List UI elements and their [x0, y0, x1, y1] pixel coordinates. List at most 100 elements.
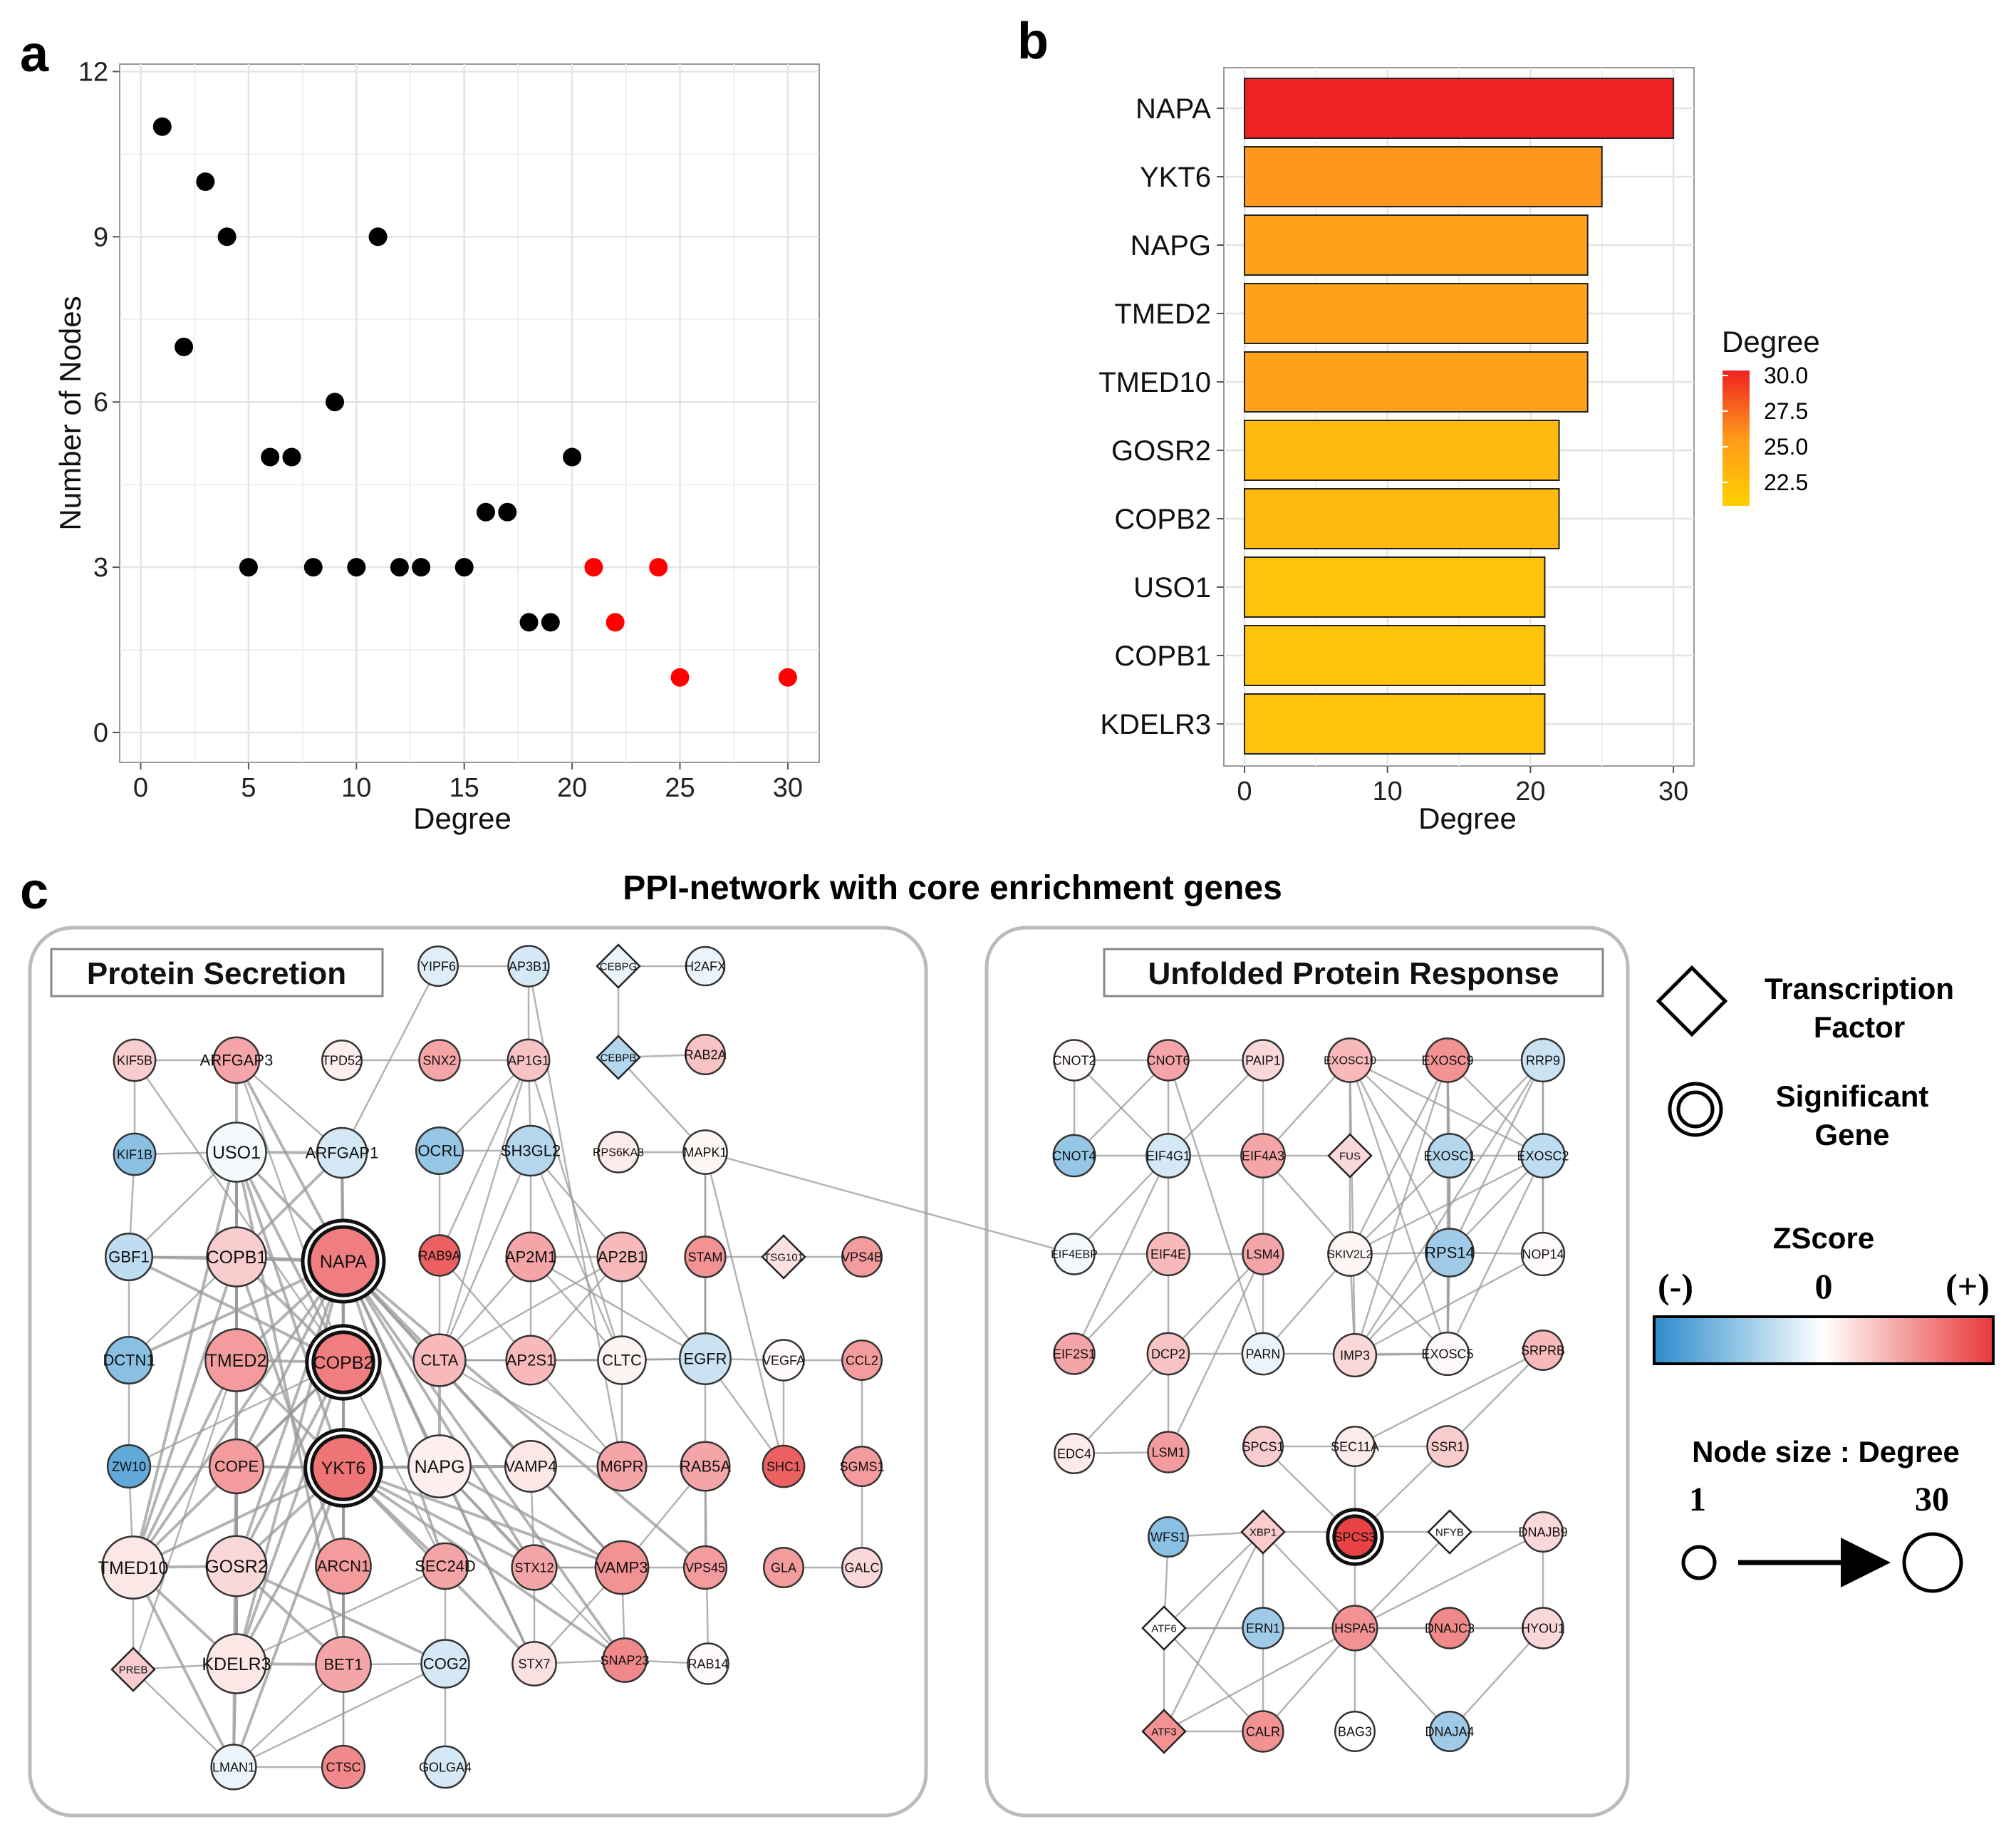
node-shape-MAPK1	[682, 1129, 728, 1175]
node-label-NFYB: NFYB	[1435, 1526, 1464, 1538]
node-label-LSM4: LSM4	[1246, 1247, 1279, 1261]
node-label-CTSC: CTSC	[326, 1760, 361, 1774]
edge-SHC1-MAPK1	[704, 1151, 785, 1467]
node-shape-RPS14	[1425, 1228, 1475, 1278]
node-label-CALR: CALR	[1246, 1724, 1280, 1739]
edge-YKT6-USO1	[235, 1151, 345, 1468]
panel-a-plot-area	[119, 63, 820, 763]
scatter-point-other	[519, 613, 539, 632]
edge-SEC24D-KDELR3	[236, 1565, 446, 1665]
node-shape-STX12	[511, 1544, 558, 1591]
node-shape-EGFR	[679, 1332, 732, 1385]
tf-legend-label: Transcription Factor	[1765, 972, 1954, 1044]
node-shape-XBP1	[1240, 1509, 1286, 1555]
node-EIF4A3: EIF4A3	[1240, 1133, 1286, 1178]
node-label-DCP2: DCP2	[1151, 1347, 1185, 1361]
node-VPS4B: VPS4B	[841, 1236, 883, 1278]
node-KIF1B: KIF1B	[113, 1132, 157, 1176]
edge-COG2-LMAN1	[233, 1662, 446, 1768]
node-shape-EIF4EBP	[1053, 1233, 1096, 1275]
y-tick-label: 12	[78, 57, 108, 87]
edge-COPB1-ARCN1	[235, 1256, 345, 1567]
edge-HSPA5-DNAJB9	[1354, 1530, 1544, 1630]
edge-EIF2S1-EIF4G1	[1073, 1155, 1170, 1354]
node-label-ARCN1: ARCN1	[317, 1558, 370, 1575]
node-shape-RAB9A	[418, 1234, 461, 1277]
node-label-BAG3: BAG3	[1338, 1724, 1372, 1739]
node-shape-KIF1B	[113, 1132, 157, 1176]
node-shape-OCRL	[415, 1126, 464, 1176]
edge-NAPA-VPS45	[342, 1260, 707, 1569]
node-shape-WFS1	[1148, 1516, 1189, 1558]
node-shape-LSM1	[1147, 1431, 1190, 1473]
panel-b-label: b	[1017, 13, 1049, 70]
node-shape-AP3B1	[507, 945, 550, 988]
node-label-EIF2S1: EIF2S1	[1053, 1347, 1096, 1361]
node-GLA: GLA	[763, 1547, 804, 1588]
y-tick-label: 0	[93, 718, 108, 748]
node-label-EIF4G1: EIF4G1	[1146, 1149, 1190, 1163]
scatter-point-other	[152, 117, 172, 136]
node-shape-COPE	[208, 1438, 265, 1495]
node-PARN: PARN	[1241, 1332, 1285, 1376]
edge-CLTC-SH3GL2	[529, 1150, 623, 1361]
node-shape-PARN	[1241, 1332, 1285, 1376]
panel-b-x-title: Degree	[1418, 802, 1517, 835]
scatter-point-other	[282, 447, 301, 467]
node-label-AP2B1: AP2B1	[598, 1248, 647, 1266]
node-label-TMED10: TMED10	[98, 1558, 169, 1578]
node-label-IMP3: IMP3	[1340, 1348, 1370, 1362]
node-shape-CLTC	[597, 1335, 647, 1385]
node-AP1G1: AP1G1	[506, 1038, 551, 1082]
node-OCRL: OCRL	[415, 1126, 464, 1176]
node-shape-CTSC	[321, 1744, 366, 1790]
node-PREB: PREB	[110, 1647, 156, 1692]
node-shape-SHC1	[762, 1444, 806, 1488]
node-NAPA: NAPA	[301, 1218, 386, 1304]
node-shape-TPD52	[321, 1040, 363, 1081]
scatter-point-other	[326, 393, 345, 412]
zscore-zero: 0	[1815, 1266, 1833, 1306]
node-SNAP23: SNAP23	[600, 1637, 650, 1683]
sig-legend-label: Significant Gene	[1776, 1079, 1929, 1151]
edge-EIF4E-EIF2S1	[1074, 1253, 1169, 1354]
panel-a-y-title: Number of Nodes	[53, 296, 87, 530]
edge-DCP2-EDC4	[1074, 1353, 1169, 1454]
edge-SRPRB-SSR1	[1447, 1350, 1544, 1447]
scatter-point-top	[778, 668, 797, 687]
node-shape-IMP3	[1332, 1332, 1378, 1378]
node-shape-ARFGAP3	[212, 1036, 261, 1084]
node-GALC: GALC	[841, 1547, 883, 1588]
x-tick-label: 30	[773, 773, 803, 803]
node-label-LMAN1: LMAN1	[212, 1760, 255, 1774]
bar-label-TMED10: TMED10	[1098, 367, 1211, 398]
scatter-point-other	[541, 613, 560, 632]
bar-YKT6	[1244, 146, 1603, 207]
edge-HSPA5-DNAJA4	[1354, 1627, 1450, 1732]
y-tick-label: 6	[93, 388, 108, 418]
node-shape-PREB	[110, 1647, 156, 1692]
edge-CLTA-AP1G1	[438, 1060, 530, 1361]
node-shape-EXOSC2	[1520, 1133, 1566, 1178]
scatter-point-other	[217, 227, 237, 247]
node-YKT6: YKT6	[303, 1428, 383, 1508]
node-shape-DNAJB9	[1522, 1511, 1564, 1553]
node-LMAN1: LMAN1	[210, 1744, 257, 1791]
node-AP2S1: AP2S1	[505, 1335, 556, 1386]
node-EDC4: EDC4	[1054, 1433, 1095, 1474]
edge-EXOSC9-SKIV2L2	[1349, 1060, 1449, 1255]
edge-EXOSC10-IMP3	[1349, 1060, 1356, 1356]
panel-a-x-title: Degree	[413, 802, 511, 835]
edge-MAPK1-EIF4EBP	[705, 1151, 1075, 1255]
node-EXOSC2: EXOSC2	[1517, 1133, 1569, 1178]
node-shape-SGMS1	[841, 1446, 883, 1487]
size-legend-title: Node size : Degree	[1692, 1435, 1960, 1468]
node-ARFGAP3: ARFGAP3	[200, 1036, 273, 1084]
node-label-NAPG: NAPG	[415, 1457, 465, 1477]
x-tick-label: 25	[665, 773, 695, 803]
node-RAB5A: RAB5A	[680, 1441, 731, 1492]
node-label-SRPRB: SRPRB	[1521, 1343, 1565, 1357]
edge-NAPA-TMED10	[132, 1260, 345, 1569]
edge-COPB2-KIF5B	[133, 1060, 345, 1363]
node-label-KIF1B: KIF1B	[117, 1147, 152, 1161]
